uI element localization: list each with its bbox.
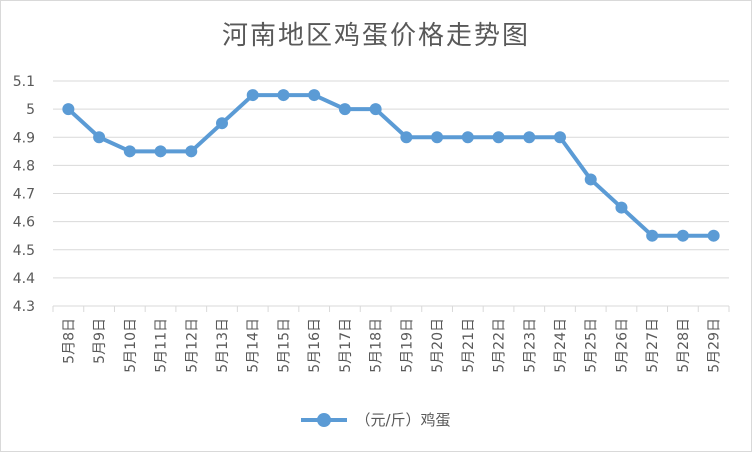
data-point	[492, 131, 505, 144]
y-tick-label: 5	[26, 102, 35, 118]
data-point	[123, 145, 136, 158]
x-tick-label: 5月14日	[246, 318, 262, 373]
x-tick-label: 5月12日	[184, 318, 200, 373]
data-point	[277, 89, 290, 102]
data-point	[93, 131, 106, 144]
chart-title: 河南地区鸡蛋价格走势图	[221, 21, 530, 51]
x-tick-label: 5月21日	[461, 318, 477, 373]
data-point	[676, 229, 689, 242]
x-tick-label: 5月25日	[584, 318, 600, 373]
y-tick-label: 4.8	[13, 158, 35, 174]
x-tick-label: 5月16日	[307, 318, 323, 373]
legend-label: （元/斤）鸡蛋	[355, 411, 451, 429]
data-point	[523, 131, 536, 144]
data-point	[584, 173, 597, 186]
chart-legend: （元/斤）鸡蛋	[1, 409, 751, 430]
x-tick-label: 5月17日	[338, 318, 354, 373]
x-tick-label: 5月23日	[522, 318, 538, 373]
series-line	[67, 93, 714, 238]
data-point	[707, 229, 720, 242]
x-tick-label: 5月19日	[399, 318, 415, 373]
data-point	[216, 117, 228, 130]
x-tick-label: 5月27日	[645, 318, 661, 373]
data-point	[646, 229, 659, 242]
x-tick-label: 5月9日	[92, 318, 108, 364]
data-point	[338, 103, 351, 116]
data-point	[62, 103, 75, 116]
y-tick-label: 4.3	[13, 299, 35, 315]
y-tick-label: 5.1	[13, 74, 35, 90]
data-point	[308, 89, 321, 102]
data-point	[431, 131, 444, 144]
data-point	[615, 201, 628, 214]
x-tick-label: 5月26日	[614, 318, 630, 373]
x-tick-label: 5月29日	[707, 318, 723, 373]
y-tick-label: 4.4	[13, 271, 35, 287]
x-tick-label: 5月22日	[492, 318, 508, 373]
x-tick-label: 5月8日	[61, 318, 77, 364]
x-tick-label: 5月20日	[430, 318, 446, 373]
y-tick-label: 4.7	[13, 187, 35, 203]
x-tick-label: 5月10日	[123, 318, 139, 373]
x-tick-label: 5月18日	[369, 318, 385, 373]
data-point	[185, 145, 198, 158]
data-point	[369, 103, 382, 116]
x-tick-label: 5月15日	[276, 318, 292, 373]
y-tick-label: 4.9	[13, 130, 35, 146]
data-point	[246, 89, 259, 102]
data-point	[461, 131, 474, 144]
x-tick-label: 5月13日	[215, 318, 231, 373]
data-point	[554, 131, 566, 144]
legend-marker-icon	[301, 412, 348, 427]
y-tick-label: 4.6	[13, 215, 35, 231]
data-point	[154, 145, 167, 158]
x-tick-label: 5月24日	[553, 318, 569, 373]
x-tick-label: 5月28日	[676, 318, 692, 373]
x-tick-label: 5月11日	[154, 318, 170, 373]
data-point	[400, 131, 413, 144]
y-tick-label: 4.5	[13, 243, 35, 259]
